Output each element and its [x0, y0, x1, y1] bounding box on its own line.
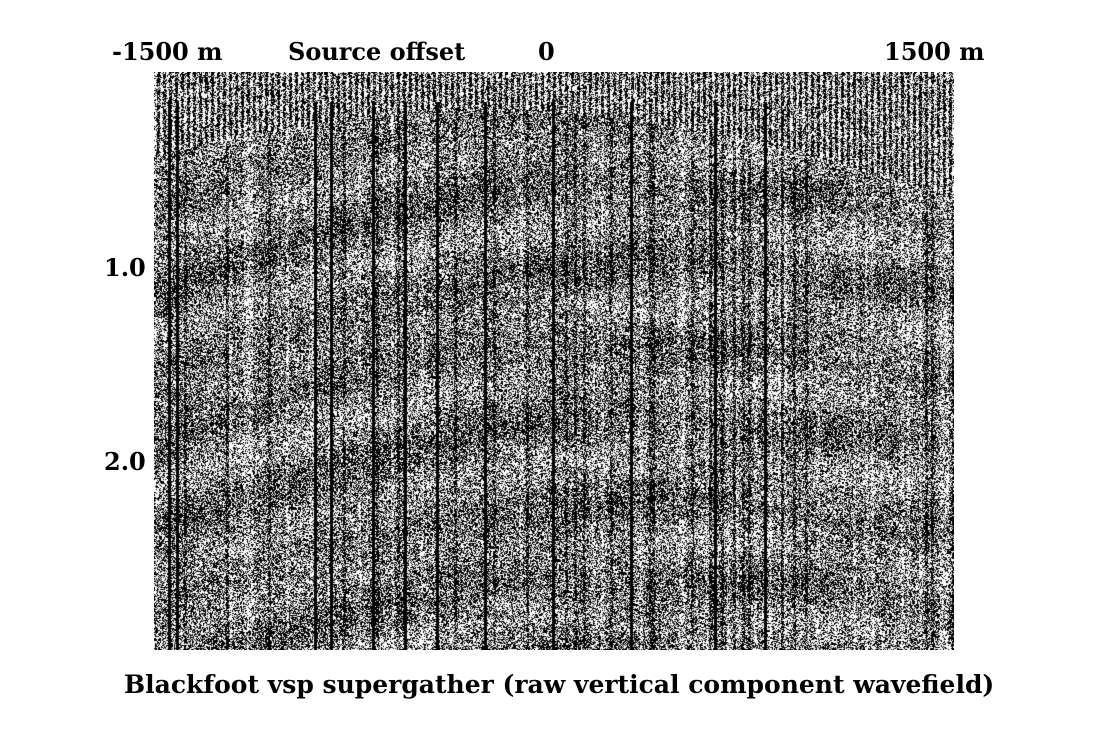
offset-left-label: -1500 m — [112, 37, 223, 66]
figure-caption: Blackfoot vsp supergather (raw vertical … — [124, 670, 995, 699]
offset-axis-title: Source offset — [288, 37, 466, 66]
offset-right-label: 1500 m — [884, 37, 985, 66]
seismic-gather-image — [154, 72, 954, 650]
offset-zero-label: 0 — [538, 37, 555, 66]
